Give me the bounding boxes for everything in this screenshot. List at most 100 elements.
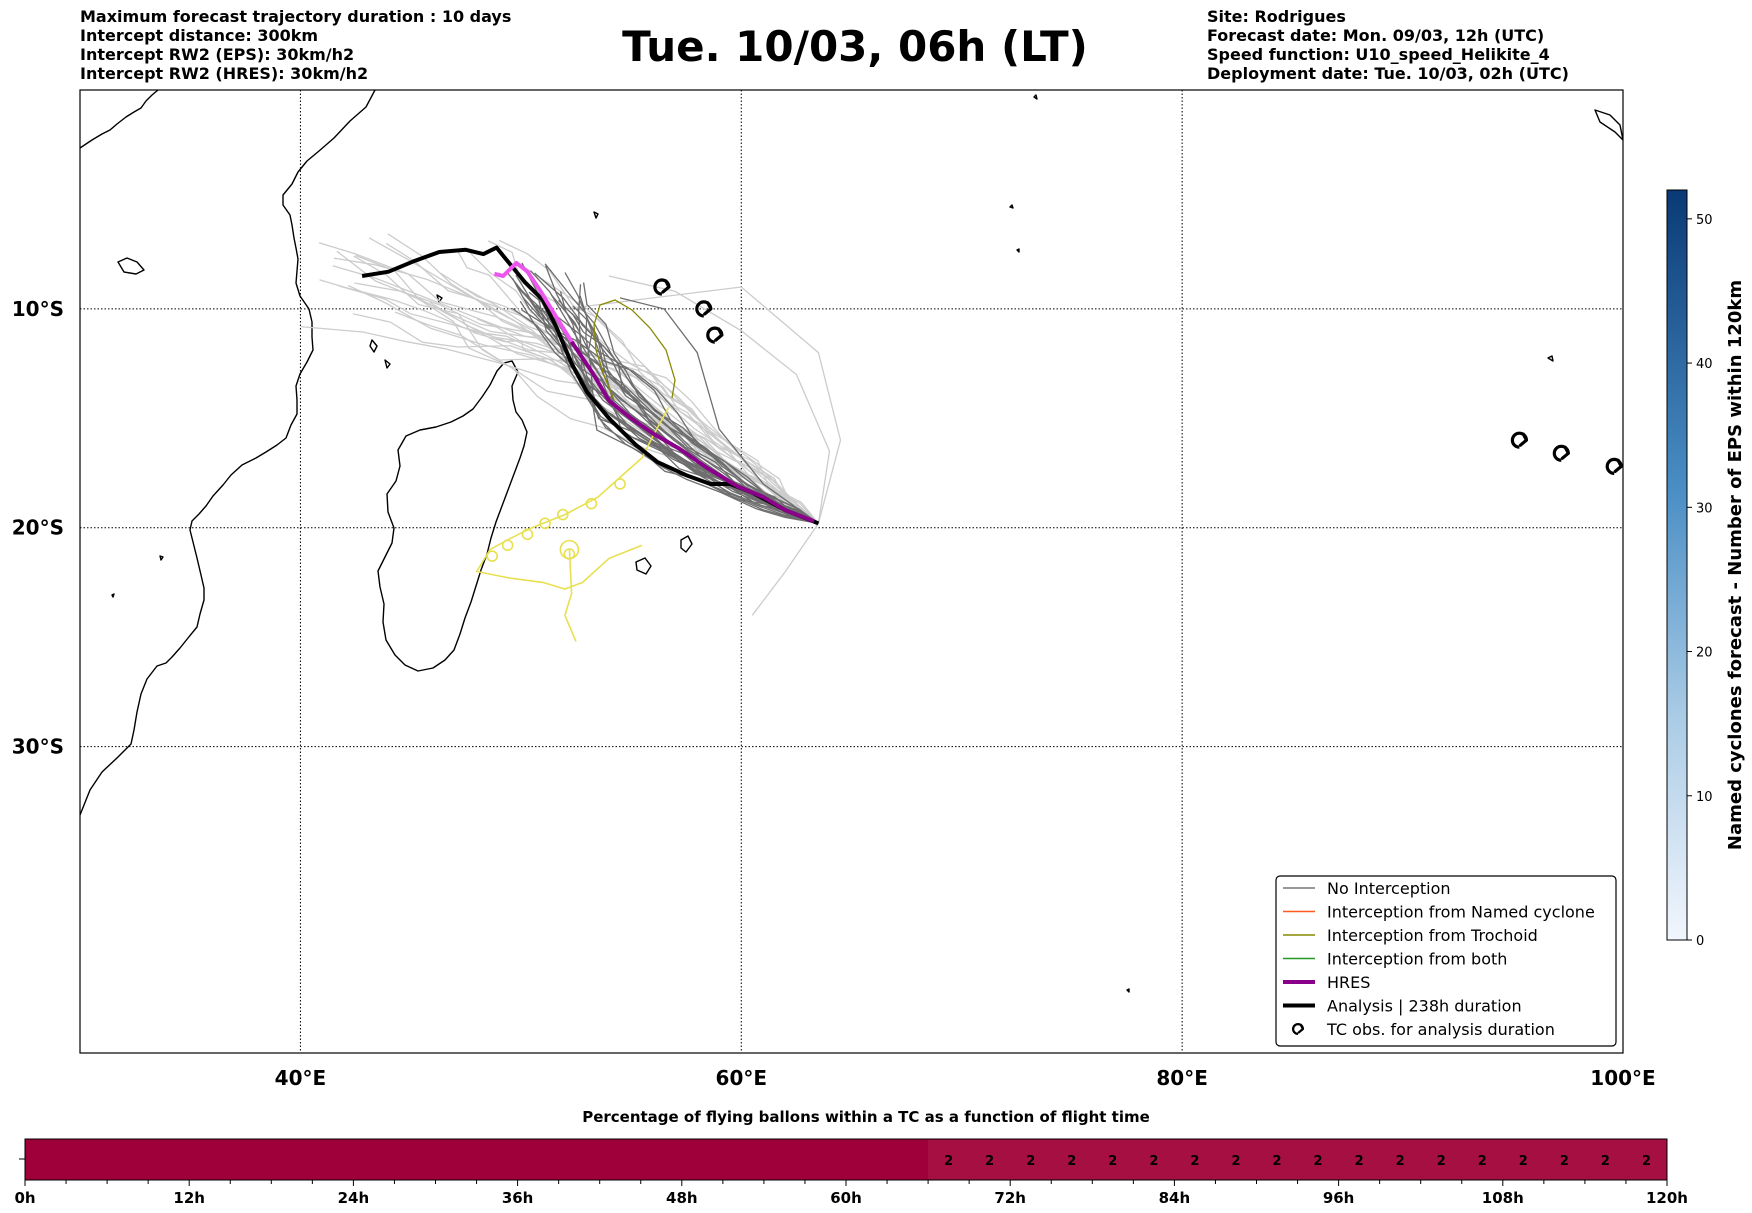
legend-label: TC obs. for analysis duration [1326,1020,1555,1039]
colorbar-tick-label: 50 [1696,213,1713,228]
yellow-loop [556,508,569,521]
analysis-track [361,245,820,526]
timeline-tick-label: 96h [1323,1189,1355,1207]
legend-item: TC obs. for analysis duration [1292,1020,1555,1039]
timeline-value: 2 [1314,1154,1323,1169]
ensemble-track [319,279,819,524]
timeline-value: 2 [1560,1154,1569,1169]
cyclone-icon [1292,1023,1305,1036]
cyclone-icon [1510,431,1529,449]
hres-track-early [493,260,574,343]
sumatra-coastline [1594,109,1623,141]
timeline-value: 2 [1355,1154,1364,1169]
arabia-coastline [80,90,159,149]
legend-item: HRES [1283,973,1370,992]
mauritius-coastline [680,535,693,553]
legend-label: Interception from Trochoid [1327,926,1538,945]
timeline-value: 2 [1067,1154,1076,1169]
hres-track [569,340,815,524]
header-left-info: Maximum forecast trajectory duration : 1… [80,7,511,83]
lat-tick-label: 20°S [12,516,64,540]
yellow-trajectory-branch [564,549,577,642]
legend: No Interception Interception from Named c… [1275,875,1617,1047]
colorbar: 0 10 20 30 40 50 Named cyclones forecast - Nu… [1666,189,1746,949]
yellow-loop [486,550,499,562]
colorbar-ticks: 0 10 20 30 40 50 [1687,213,1713,949]
mozambique-islands-coastline [111,555,164,598]
timeline-value: 2 [1231,1154,1240,1169]
header-right-info: Site: Rodrigues Forecast date: Mon. 09/0… [1207,7,1569,83]
timeline: Percentage of flying ballons within a TC… [14,1108,1688,1207]
site-name: Site: Rodrigues [1207,7,1346,26]
ensemble-track [333,257,819,524]
intercept-distance: Intercept distance: 300km [80,26,319,45]
yellow-loop [585,497,598,510]
ensemble-track [521,309,819,524]
page-title: Tue. 10/03, 06h (LT) [622,22,1088,71]
legend-label: Analysis | 238h duration [1327,997,1522,1016]
lon-tick-label: 40°E [275,1066,327,1090]
lat-tick-label: 30°S [12,735,64,759]
legend-item: Interception from both [1283,950,1507,969]
timeline-tick-label: 48h [666,1189,698,1207]
timeline-value: 2 [1519,1154,1528,1169]
cyclone-icon [653,278,671,296]
legend-items: No Interception Interception from Named c… [1283,879,1595,1039]
ensemble-track [519,300,819,524]
seychelles-coastline [436,211,599,303]
timeline-tick-label: 84h [1159,1189,1191,1207]
intercept-rw2-eps: Intercept RW2 (EPS): 30km/h2 [80,45,355,64]
timeline-tick-label: 36h [502,1189,534,1207]
yellow-loop [539,517,551,530]
coastlines [80,90,1623,993]
yellow-loop [614,478,626,490]
ensemble-track [571,313,819,524]
deployment-date: Deployment date: Tue. 10/03, 02h (UTC) [1207,64,1569,83]
ensemble-track [582,282,819,524]
timeline-tick-label: 0h [14,1189,35,1207]
timeline-value: 2 [1026,1154,1035,1169]
timeline-tick-label: 12h [173,1189,205,1207]
timeline-value-region [928,1139,1667,1180]
ensemble-track [585,314,819,525]
cyclone-icon [1605,457,1623,475]
legend-item: Analysis | 238h duration [1283,997,1522,1016]
ensemble-track [751,523,819,616]
ensemble-track [619,297,819,524]
timeline-value: 2 [1642,1154,1651,1169]
speed-function: Speed function: U10_speed_Helikite_4 [1207,45,1550,64]
ensemble-track [559,291,819,525]
timeline-value: 2 [1273,1154,1282,1169]
colorbar-tick-label: 40 [1696,357,1713,372]
reunion-coastline [635,557,652,575]
ensemble-track [564,286,842,524]
colorbar-tick-label: 0 [1696,934,1704,949]
colorbar-tick-label: 20 [1696,646,1713,661]
yellow-loop [563,548,576,560]
ensemble-track [498,239,819,524]
forecast-date: Forecast date: Mon. 09/03, 12h (UTC) [1207,26,1545,45]
ensemble-track [300,325,819,525]
timeline-value: 2 [1437,1154,1446,1169]
ensemble-track [354,282,819,524]
max-trajectory-duration: Maximum forecast trajectory duration : 1… [80,7,512,26]
chagos-coastline [1009,204,1020,253]
timeline-ticks: 0h 12h 24h 36h 48h 60h 72h 84h 96h 108h 120h [14,1180,1688,1207]
timeline-title: Percentage of flying ballons within a TC… [582,1108,1150,1126]
ensemble-tracks-trochoid [593,299,676,401]
timeline-value: 2 [1478,1154,1487,1169]
timeline-value: 2 [944,1154,953,1169]
timeline-value: 2 [985,1154,994,1169]
cyclone-icon [706,326,724,344]
legend-label: Interception from both [1327,950,1507,969]
timeline-value: 2 [1149,1154,1158,1169]
amsterdam-coastline [1126,988,1130,993]
madagascar-coastline [377,360,528,672]
timeline-value: 2 [1190,1154,1199,1169]
yellow-loop [521,528,534,541]
legend-label: Interception from Named cyclone [1327,903,1595,922]
ensemble-track [515,274,819,525]
yellow-loop [501,539,514,552]
timeline-tick-label: 60h [830,1189,862,1207]
tc-observation-markers [653,278,1623,475]
